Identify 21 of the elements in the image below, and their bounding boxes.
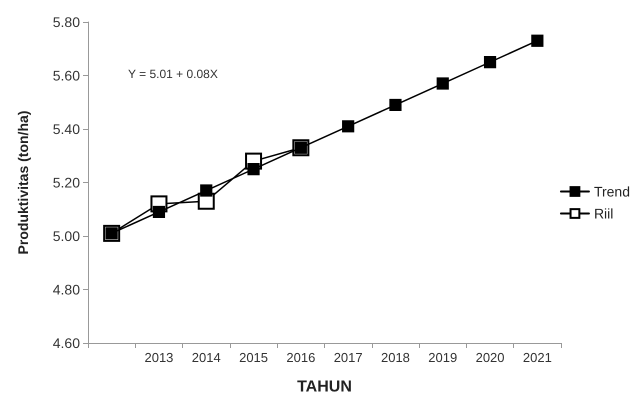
legend-label: Trend (594, 184, 630, 200)
x-tick-label: 2021 (522, 350, 552, 365)
legend-label: Riil (594, 206, 614, 222)
y-tick-label: 4.80 (52, 282, 80, 298)
y-tick-label: 4.60 (52, 335, 80, 351)
y-tick-label: 5.80 (52, 14, 80, 30)
x-tick-label: 2017 (334, 350, 363, 365)
x-tick-label: 2016 (286, 350, 316, 365)
x-tick-label: 2020 (476, 350, 505, 365)
y-axis-title: Produktivitas (ton/ha) (15, 110, 31, 254)
x-tick-label: 2013 (144, 350, 174, 365)
y-tick-label: 5.40 (52, 121, 80, 137)
x-tick-label: 2018 (380, 350, 410, 365)
y-tick-label: 5.60 (52, 68, 80, 84)
x-tick-label: 2015 (239, 350, 268, 365)
x-axis-title: TAHUN (297, 378, 352, 396)
y-tick-label: 5.20 (52, 174, 80, 190)
x-tick-label: 2014 (192, 350, 221, 365)
y-tick-label: 5.00 (52, 228, 80, 244)
annotation: Y = 5.01 + 0.08X (128, 67, 218, 81)
x-tick-label: 2019 (428, 350, 458, 365)
